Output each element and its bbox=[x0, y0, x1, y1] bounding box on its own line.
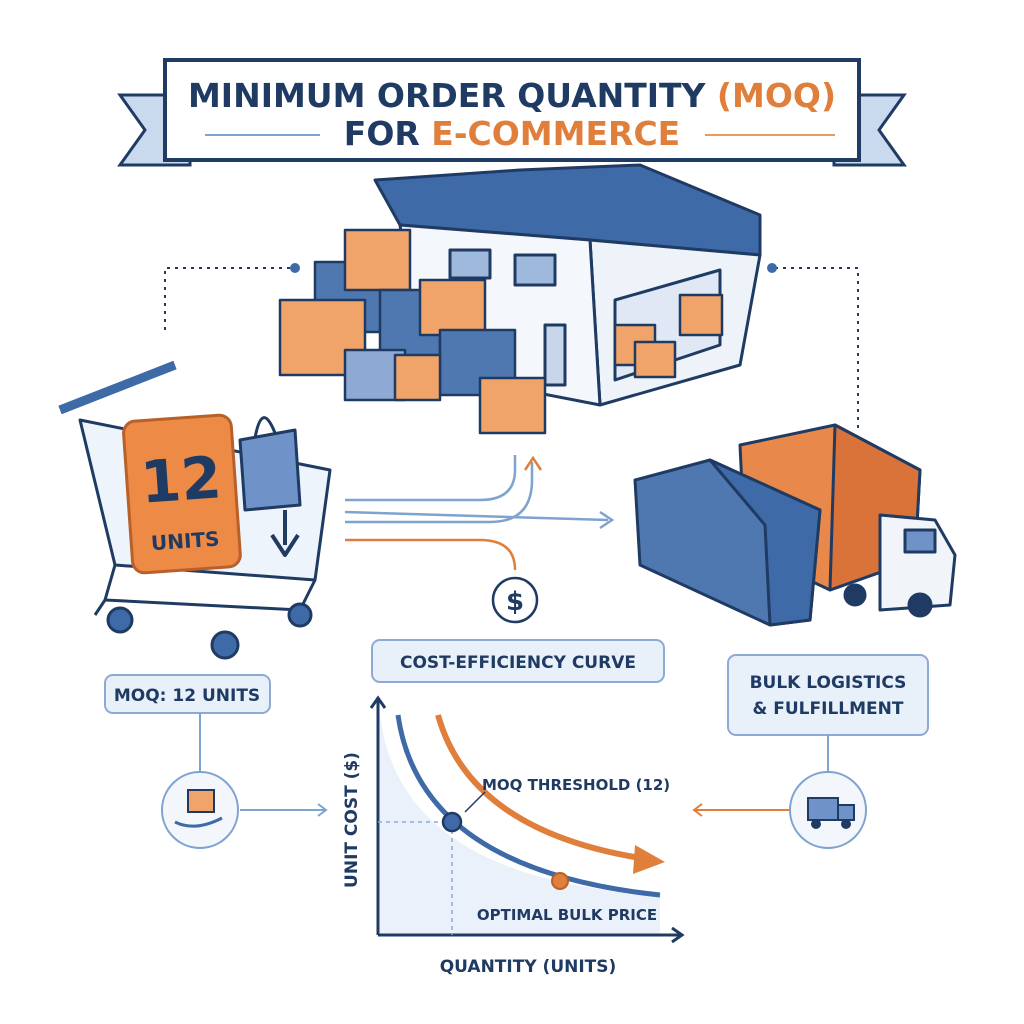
box-icon bbox=[187, 789, 215, 813]
connector-dot bbox=[767, 263, 777, 273]
dotted-connectors bbox=[164, 267, 859, 428]
badge-unit: UNITS bbox=[150, 527, 220, 556]
title-text: FOR bbox=[344, 114, 420, 153]
title-accent: E-COMMERCE bbox=[431, 114, 680, 153]
connector-dot bbox=[290, 263, 300, 273]
moq-label: MOQ: 12 UNITS bbox=[114, 686, 260, 706]
threshold-label: MOQ THRESHOLD (12) bbox=[482, 776, 670, 794]
flow-lines bbox=[344, 455, 615, 571]
badge-number: 12 bbox=[138, 443, 223, 516]
title-text: MINIMUM ORDER QUANTITY bbox=[188, 76, 707, 115]
title-line-2: FOR E-COMMERCE bbox=[344, 114, 680, 153]
logistics-label: BULK LOGISTICS bbox=[750, 673, 907, 693]
logistics-label: & FULFILLMENT bbox=[753, 699, 904, 719]
logistics-vehicles bbox=[633, 423, 957, 627]
truck-icon bbox=[807, 797, 855, 829]
x-axis-label: QUANTITY (UNITS) bbox=[440, 957, 617, 977]
curve-label: COST-EFFICIENCY CURVE bbox=[400, 653, 636, 673]
label-boxes: COST-EFFICIENCY CURVE MOQ: 12 UNITS BULK… bbox=[104, 639, 929, 736]
y-axis-label: UNIT COST ($) bbox=[342, 752, 362, 888]
optimal-label: OPTIMAL BULK PRICE bbox=[477, 906, 657, 924]
title-accent: (MOQ) bbox=[717, 76, 836, 115]
boxes bbox=[278, 228, 724, 435]
units-badge: 12 UNITS bbox=[122, 413, 242, 575]
cost-graph bbox=[369, 695, 685, 944]
title-line-1: MINIMUM ORDER QUANTITY (MOQ) bbox=[188, 76, 836, 115]
cost-symbol: $ bbox=[506, 587, 524, 617]
cost-icon bbox=[491, 576, 539, 624]
hand-icon bbox=[174, 816, 223, 828]
title-banner: MINIMUM ORDER QUANTITY (MOQ) FOR E-COMME… bbox=[117, 58, 907, 167]
